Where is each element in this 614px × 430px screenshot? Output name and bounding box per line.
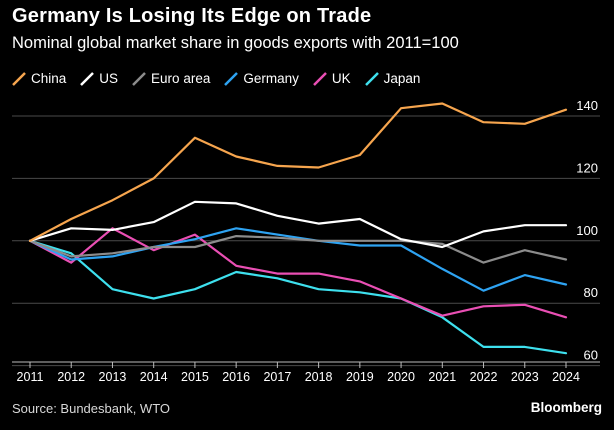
series-line-germany — [28, 227, 568, 292]
legend-item-euro-area: Euro area — [132, 71, 210, 86]
x-tick-label: 2013 — [99, 370, 127, 384]
x-tick-label: 2023 — [511, 370, 539, 384]
x-tick-label: 2017 — [263, 370, 291, 384]
legend-item-germany: Germany — [224, 71, 299, 86]
x-tick-label: 2018 — [305, 370, 333, 384]
legend-swatch-icon — [224, 71, 239, 86]
series-line-uk — [28, 227, 568, 319]
legend-swatch-icon — [312, 71, 327, 86]
legend-label: Euro area — [151, 71, 211, 86]
x-tick-label: 2020 — [387, 370, 415, 384]
series-line-china — [28, 102, 568, 242]
legend-swatch-icon — [80, 71, 95, 86]
y-tick-label: 80 — [584, 285, 598, 300]
x-tick-label: 2014 — [140, 370, 168, 384]
x-tick-label: 2011 — [17, 370, 44, 384]
x-tick-label: 2012 — [57, 370, 85, 384]
x-tick-label: 2024 — [552, 370, 580, 384]
x-tick-label: 2022 — [470, 370, 498, 384]
legend-label: UK — [331, 71, 351, 86]
legend-item-us: US — [80, 71, 118, 86]
y-tick-label: 120 — [576, 160, 598, 175]
y-tick-label: 60 — [584, 348, 598, 363]
x-tick-label: 2021 — [428, 370, 456, 384]
x-tick-label: 2019 — [346, 370, 374, 384]
legend-swatch-icon — [132, 71, 146, 86]
series-line-us — [28, 200, 568, 249]
legend-item-uk: UK — [312, 71, 351, 86]
legend-item-japan: Japan — [364, 71, 421, 86]
chart-title: Germany Is Losing Its Edge on Trade — [12, 5, 372, 27]
chart-subtitle: Nominal global market share in goods exp… — [12, 34, 459, 52]
series-line-euro-area — [28, 235, 568, 264]
legend-swatch-icon — [12, 71, 26, 86]
x-tick-label: 2016 — [222, 370, 250, 384]
legend-label: Japan — [383, 71, 421, 86]
legend-label: China — [31, 71, 67, 86]
y-tick-label: 140 — [576, 98, 598, 113]
series-line-japan — [28, 239, 568, 355]
legend: China US Euro area Germany UK Japan — [12, 71, 434, 86]
legend-label: US — [99, 71, 119, 86]
x-tick-label: 2015 — [181, 370, 209, 384]
bloomberg-logo: Bloomberg — [530, 400, 602, 415]
legend-item-china: China — [12, 71, 66, 86]
y-tick-label: 100 — [576, 223, 598, 238]
legend-label: Germany — [243, 71, 299, 86]
legend-swatch-icon — [364, 71, 379, 86]
source-note: Source: Bundesbank, WTO — [12, 401, 171, 416]
